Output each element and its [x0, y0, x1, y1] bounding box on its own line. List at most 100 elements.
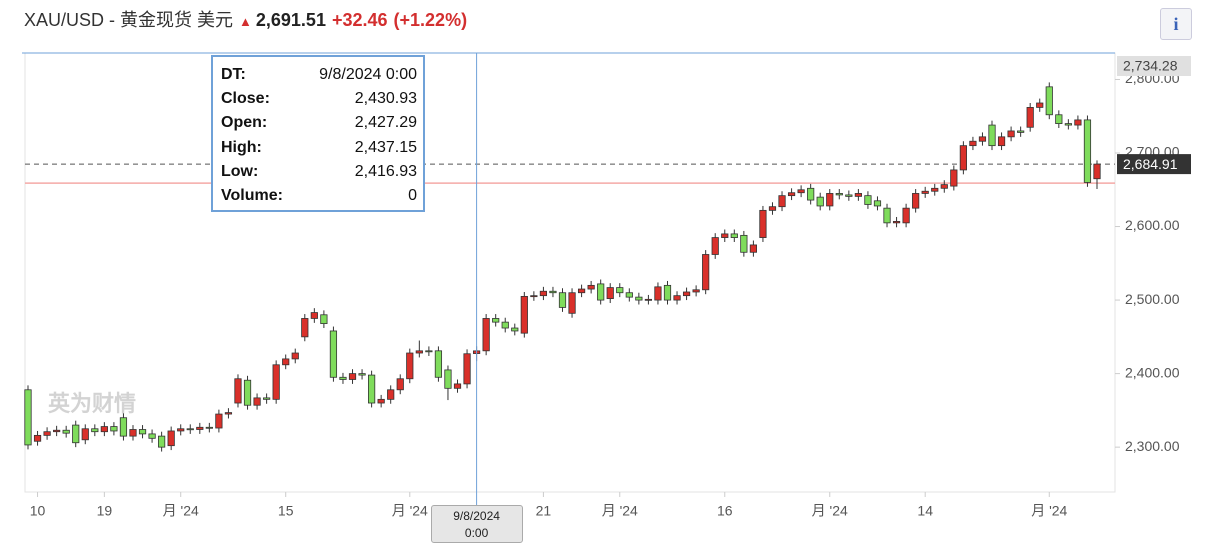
candle-body: [24, 389, 32, 446]
tooltip-value: 2,416.93: [354, 162, 417, 180]
price-change-pct: (+1.22%): [393, 10, 468, 30]
tooltip-row: Low: 2,416.93: [221, 160, 417, 184]
candle-body: [72, 424, 80, 444]
tooltip-label: Volume:: [221, 186, 283, 204]
candle-body: [1036, 102, 1044, 108]
candle-body: [835, 193, 843, 196]
candle-body: [291, 352, 299, 360]
candle-body: [463, 353, 471, 385]
candle-body: [682, 291, 691, 297]
candle-body: [415, 350, 423, 354]
candle-body: [787, 192, 796, 197]
candle-body: [377, 398, 385, 404]
tooltip-value: 0: [408, 186, 417, 204]
candle-body: [864, 195, 872, 205]
candle-body: [177, 428, 185, 432]
tooltip-value: 9/8/2024 0:00: [319, 66, 417, 83]
candle-body: [520, 295, 528, 334]
x-tick-label: 10: [30, 503, 46, 519]
candle-body: [625, 292, 633, 298]
last-price-label: 2,684.91: [1123, 156, 1178, 172]
y-tick-label: 2,400.00: [1125, 364, 1180, 380]
candle-body: [167, 430, 175, 447]
instrument-title: XAU/USD - 黄金现货 美元: [24, 10, 234, 30]
info-button[interactable]: i: [1160, 8, 1192, 40]
candle-body: [453, 383, 462, 389]
candle-body: [329, 330, 338, 378]
tooltip-row: Volume: 0: [221, 184, 417, 208]
candle-body: [587, 284, 595, 290]
candle-body: [635, 296, 643, 301]
candle-body: [224, 412, 233, 415]
tooltip-label: Close:: [221, 90, 270, 108]
candle-body: [1055, 114, 1063, 124]
candle-body: [387, 389, 395, 400]
tooltip: DT: 9/8/2024 0:00 Close: 2,430.93 Open: 2,427…: [211, 55, 425, 212]
candle-body: [158, 435, 166, 448]
candle-body: [997, 136, 1006, 147]
candle-body: [1045, 86, 1053, 116]
candle-body: [1017, 130, 1025, 133]
candle-body: [482, 318, 490, 352]
candle-body: [100, 426, 108, 433]
candle-body: [768, 206, 777, 211]
crosshair-time: 0:00: [464, 526, 489, 540]
candle-body: [845, 194, 853, 197]
candle-body: [950, 169, 958, 187]
candle-body: [1026, 107, 1034, 128]
candle-body: [931, 187, 939, 192]
tooltip-row: DT: 9/8/2024 0:00: [221, 63, 417, 87]
candle-body: [444, 369, 452, 389]
tooltip-label: DT:: [221, 66, 246, 83]
candle-body: [425, 350, 433, 353]
candle-body: [91, 428, 99, 433]
tooltip-row: High: 2,437.15: [221, 136, 417, 160]
candle-body: [1007, 130, 1015, 138]
plot-frame: [24, 52, 1116, 493]
x-tick-label: 月 '24: [1031, 503, 1067, 519]
candle-body: [1074, 119, 1082, 126]
candle-body: [1064, 123, 1072, 126]
candle-body: [778, 195, 786, 208]
candle-body: [892, 220, 901, 224]
crosshair-date-label: 9/8/2024 0:00: [430, 505, 523, 543]
candle-body: [282, 358, 290, 366]
x-tick-label: 21: [536, 503, 552, 519]
tooltip-label: Open:: [221, 114, 268, 132]
tooltip-row: Close: 2,430.93: [221, 87, 417, 111]
candle-body: [406, 352, 414, 380]
tooltip-value: 2,427.29: [354, 114, 417, 132]
y-tick-label: 2,300.00: [1125, 438, 1180, 454]
candle-body: [434, 350, 443, 378]
candle-body: [854, 193, 862, 197]
candle-body: [759, 209, 767, 238]
candle-body: [807, 187, 815, 201]
candle-body: [358, 373, 366, 376]
candle-body: [577, 288, 586, 294]
candle-body: [902, 207, 910, 224]
candle-body: [663, 284, 672, 301]
candle-body: [978, 136, 987, 142]
tooltip-label: Low:: [221, 162, 259, 180]
candle-body: [301, 318, 309, 338]
candle-body: [492, 318, 500, 323]
candle-body: [129, 429, 137, 437]
candle-body: [148, 433, 156, 439]
candle-body: [186, 428, 194, 431]
candle-body: [119, 417, 128, 437]
candle-body: [826, 193, 834, 207]
candle-body: [501, 321, 509, 329]
candle-body: [988, 124, 996, 147]
price-change: +32.46: [331, 10, 388, 30]
candle-body: [797, 189, 805, 194]
y-tick-label: 2,500.00: [1125, 291, 1180, 307]
candle-body: [816, 196, 824, 207]
header: XAU/USD - 黄金现货 美元 ▲ 2,691.51 +32.46 (+1.22%): [24, 6, 467, 32]
candle-body: [873, 200, 882, 207]
candle-body: [749, 244, 757, 253]
candle-body: [721, 233, 729, 238]
candle-body: [1093, 163, 1101, 180]
x-tick-label: 月 '24: [163, 503, 199, 519]
x-tick-label: 月 '24: [812, 503, 848, 519]
